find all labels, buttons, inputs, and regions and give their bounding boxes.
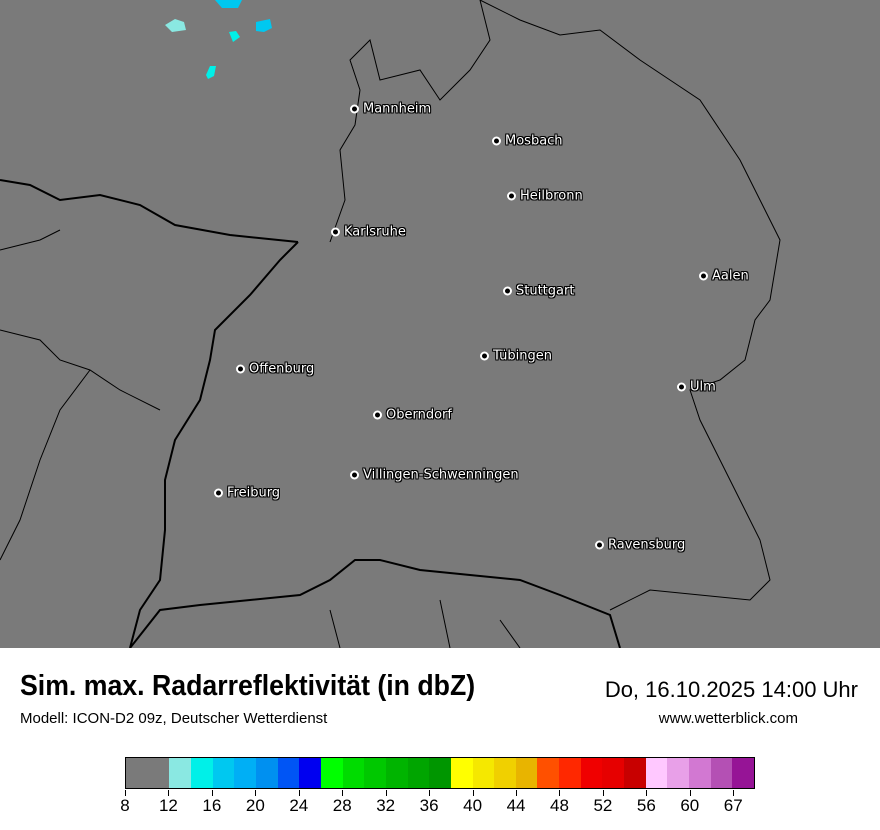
legend-swatch — [710, 758, 733, 788]
legend-tick-label: 48 — [550, 796, 569, 815]
legend-tick — [125, 790, 126, 796]
city-oberndorf: Oberndorf — [373, 408, 452, 423]
forecast-datetime: Do, 16.10.2025 14:00 Uhr — [604, 677, 858, 702]
city-tuebingen: Tübingen — [480, 349, 552, 364]
swiss-border — [129, 559, 621, 648]
city-villingen-schwenningen: Villingen-Schwenningen — [350, 468, 519, 483]
legend-swatch — [667, 758, 690, 788]
legend-tick — [559, 790, 561, 796]
legend-swatch — [624, 758, 646, 788]
legend-tick — [602, 790, 604, 796]
legend-swatch — [494, 758, 516, 788]
color-legend — [125, 757, 755, 789]
city-mosbach: Mosbach — [492, 134, 563, 149]
state-border-north — [329, 0, 491, 243]
legend-swatch — [732, 758, 755, 788]
legend-swatch — [364, 758, 386, 788]
legend-tick-label: 40 — [463, 796, 483, 815]
city-aalen: Aalen — [699, 269, 749, 284]
legend-swatch — [212, 758, 235, 788]
city-marker-icon — [595, 540, 604, 550]
legend-tick-label: 52 — [593, 796, 613, 815]
legend-tick-label: 24 — [289, 796, 309, 815]
legend-tick-label: 20 — [245, 796, 265, 815]
legend-tick-label: 36 — [419, 796, 439, 815]
legend-tick — [646, 790, 648, 796]
city-heilbronn: Heilbronn — [507, 189, 583, 204]
legend-tick-label: 28 — [332, 796, 352, 815]
legend-swatch — [537, 758, 560, 788]
legend-tick — [516, 790, 518, 796]
legend-tick — [689, 790, 691, 796]
other-borders — [0, 229, 521, 648]
legend-tick — [429, 790, 431, 796]
border-lines — [0, 0, 781, 648]
city-marker-icon — [236, 364, 245, 374]
legend-swatch — [645, 758, 668, 788]
city-mannheim: Mannheim — [350, 102, 431, 117]
rhine-border — [129, 241, 299, 648]
legend-tick — [472, 790, 474, 796]
model-info: Modell: ICON-D2 09z, Deutscher Wetterdie… — [20, 710, 328, 727]
legend-swatch — [277, 758, 300, 788]
city-marker-icon — [350, 470, 359, 480]
legend-swatch — [450, 758, 473, 788]
city-karlsruhe: Karlsruhe — [331, 225, 406, 240]
legend-tick-label: 56 — [636, 796, 656, 815]
city-marker-icon — [480, 351, 489, 361]
legend-swatch — [126, 758, 170, 788]
legend-ticks: 8 12 16 20 24 28 32 36 40 44 48 52 56 60 67 — [120, 790, 755, 820]
legend-swatch — [255, 758, 278, 788]
city-marker-icon — [492, 136, 501, 146]
legend-tick — [298, 790, 300, 796]
legend-tick — [733, 790, 735, 796]
legend-tick-label: 44 — [506, 796, 526, 815]
legend-swatch — [190, 758, 213, 788]
state-border-east — [479, 0, 781, 611]
city-marker-icon — [350, 104, 359, 114]
city-marker-icon — [503, 286, 512, 296]
legend-swatch — [580, 758, 603, 788]
legend-swatch — [472, 758, 495, 788]
legend-swatch — [299, 758, 321, 788]
city-ravensburg: Ravensburg — [595, 538, 685, 553]
legend-tick-label: 12 — [158, 796, 178, 815]
city-freiburg: Freiburg — [214, 486, 280, 501]
city-ulm: Ulm — [677, 380, 716, 395]
legend-tick-label: 60 — [680, 796, 700, 815]
legend-swatch — [169, 758, 191, 788]
legend-tick-label: 16 — [202, 796, 222, 815]
legend-swatch — [689, 758, 711, 788]
legend-swatch — [320, 758, 343, 788]
city-marker-icon — [507, 191, 516, 201]
legend-swatch — [515, 758, 538, 788]
city-marker-icon — [699, 271, 708, 281]
city-marker-icon — [373, 410, 382, 420]
legend-swatch — [602, 758, 625, 788]
legend-swatch — [559, 758, 581, 788]
legend-swatch — [342, 758, 365, 788]
city-stuttgart: Stuttgart — [503, 284, 574, 299]
map-title: Sim. max. Radarreflektivität (in dbZ) — [20, 670, 476, 702]
legend-tick — [255, 790, 257, 796]
legend-swatch — [429, 758, 451, 788]
legend-tick-label: 67 — [723, 796, 743, 815]
legend-tick-label: 32 — [376, 796, 396, 815]
legend-tick — [211, 790, 213, 796]
legend-tick-label: 8 — [120, 796, 130, 815]
radar-map: Mannheim Mosbach Heilbronn Karlsruhe Aal… — [0, 0, 880, 648]
city-marker-icon — [677, 382, 686, 392]
city-marker-icon — [214, 488, 223, 498]
legend-tick — [168, 790, 170, 796]
city-offenburg: Offenburg — [236, 362, 314, 377]
france-border — [0, 179, 299, 243]
legend-tick — [342, 790, 344, 796]
legend-swatch — [234, 758, 256, 788]
legend-tick — [385, 790, 387, 796]
radar-echoes — [165, 0, 272, 79]
legend-swatch — [407, 758, 430, 788]
website-link[interactable]: www.wetterblick.com — [658, 710, 798, 727]
legend-swatch — [385, 758, 408, 788]
city-marker-icon — [331, 227, 340, 237]
